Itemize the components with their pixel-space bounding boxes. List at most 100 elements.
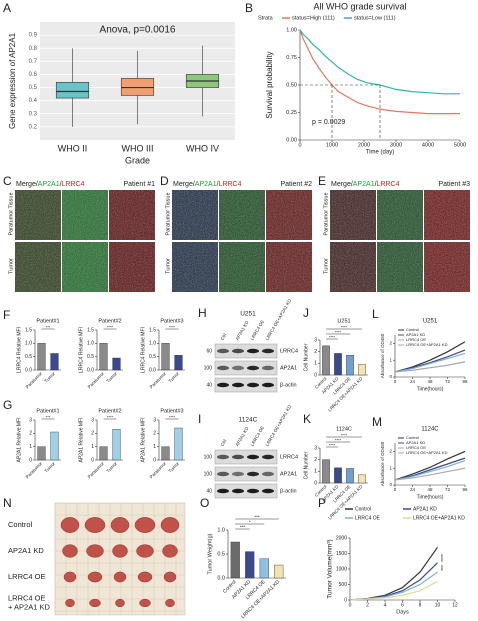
y-tick-label: 0.0 [87,367,94,373]
y-tick-label: 1 [91,444,94,450]
x-tick-label: 0 [394,487,397,492]
x-tick-label: 2000 [358,142,370,148]
blot-band [217,382,229,388]
x-tick-label: 4000 [422,142,434,148]
y-tick-label: 0.5 [149,354,156,360]
micrograph-texture [15,242,61,292]
blot-strip [214,449,278,465]
significance: **** [329,334,336,339]
series-line [299,29,460,115]
marker-label: 100 [204,454,213,460]
chart-title: 1124C [421,427,439,433]
legend-title: Strata [258,15,274,21]
y-tick-label: 0.7 [29,59,38,65]
significance: *** [240,524,246,529]
tumor [115,598,125,608]
stain-label: / [217,181,219,188]
y-axis-label: LRRC4 Relative MFI [78,327,84,373]
series-line [394,460,466,481]
blot-band [217,365,229,371]
x-axis-label: Time (day) [366,150,394,156]
series-line [394,467,466,481]
protein-label: LRRC4 [280,454,298,460]
blot-band [262,454,274,460]
y-tick-label: 0.5 [87,354,94,360]
tumor [134,517,156,533]
row-label: LRRC4 OE [8,593,46,602]
box [120,78,155,96]
tumor [86,544,104,558]
blot-band [262,382,274,388]
row-label: Control [8,520,33,529]
bar [99,446,108,461]
legend-label: AP2A1 KD [406,440,425,445]
bar [161,446,170,461]
significance: **** [169,414,176,419]
significance: **** [441,554,447,562]
stain-label: Merge/ [331,181,353,188]
tumor [63,571,77,583]
blot-band [232,471,244,477]
y-tick-label: 1.0 [87,341,94,347]
series-line [394,450,466,481]
stain-label: AP2A1 [195,181,217,188]
lane-label: Ctrl [220,333,228,342]
tumor [60,517,80,533]
y-tick-label: 1.00 [286,27,297,33]
stain-label: LRRC4 [62,181,85,188]
bar [174,355,183,371]
significance: **** [169,324,176,329]
micrograph-texture [109,242,155,292]
significance: **** [335,437,342,442]
row-label: Tumor [323,258,329,274]
bar [358,364,366,376]
blot-band [217,488,229,494]
micrograph-texture [330,190,376,240]
y-tick-label: 1500 [336,551,347,557]
significance: **** [341,432,348,437]
row-label: Paratumor Tissue [165,192,171,235]
y-axis-label: Tumor Volume(mm³) [327,539,334,598]
y-tick-label: 0.25 [286,110,297,116]
blot-band [232,488,244,494]
y-tick-label: 1.0 [25,341,32,347]
chart-title: Patient#2 [98,318,121,324]
y-tick-label: 1 [29,444,32,450]
bar [322,345,330,376]
tumor [112,544,128,558]
legend-label: LRRC4 OE [406,445,426,450]
tumor [113,571,127,583]
blot-title: U251 [240,311,256,318]
y-tick-label: 3 [153,417,156,423]
marker-label: 100 [204,365,213,371]
chart-title: All WHO grade survival [313,1,406,11]
y-tick-label: 0 [314,480,317,486]
micrograph-texture [172,190,218,240]
blot-band [262,488,274,494]
y-tick-label: 2 [29,431,32,437]
significance: **** [107,414,114,419]
legend-label: Control [406,327,419,332]
row-label: Tumor [8,258,14,274]
bar [230,541,240,579]
blot-band [217,454,229,460]
y-tick-label: 0.5 [29,85,38,91]
significance: *** [441,565,447,571]
x-tick-label: 12 [452,602,458,608]
tumor [136,544,154,558]
box [55,82,90,99]
row-label: AP2A1 KD [8,546,44,555]
legend-label: Control [355,506,371,512]
significance: **** [341,324,348,329]
significance: *** [46,324,51,329]
significance: **** [335,329,342,334]
tumor [137,571,153,583]
legend-label: LRRC4 OE+AP2A1 KD [406,342,448,347]
y-tick-label: 0.4 [29,98,38,104]
micrograph-texture [219,242,265,292]
blot-band [247,365,259,371]
chart-title: Patient#1 [36,318,59,324]
significance: * [249,519,251,524]
bar [334,353,342,376]
row-label: Tumor [165,258,171,274]
